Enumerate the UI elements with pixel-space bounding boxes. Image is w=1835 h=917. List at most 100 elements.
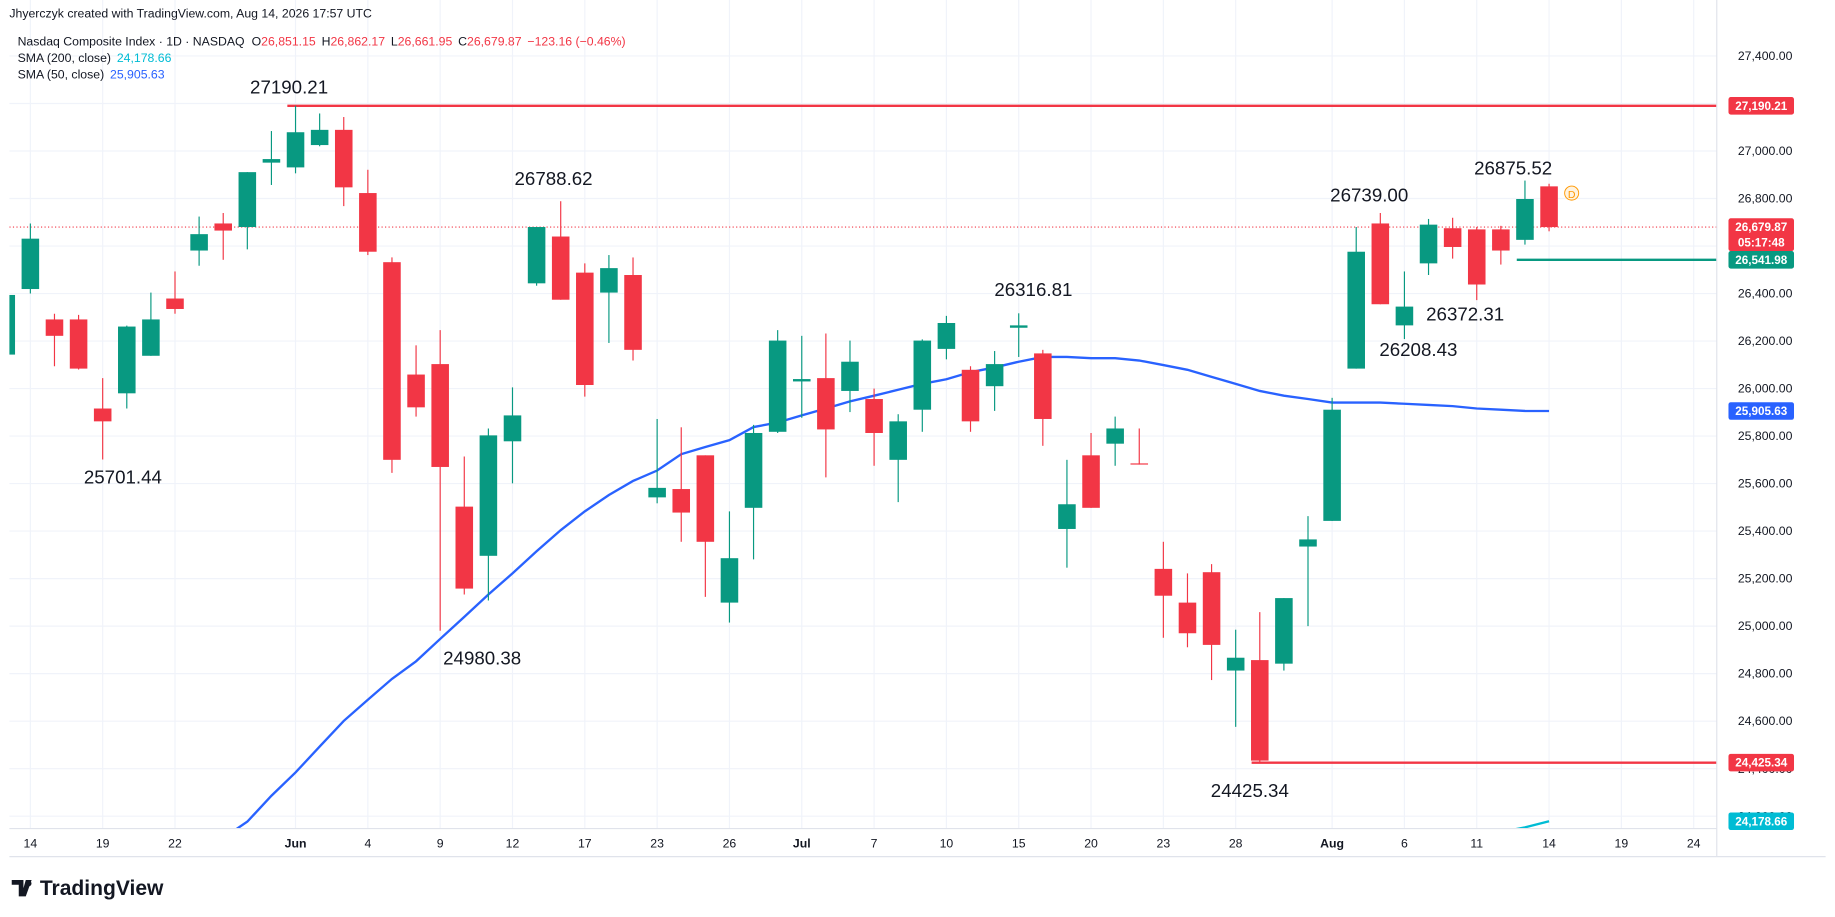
price-label: 27,190.21 — [1735, 100, 1787, 113]
candle-body — [1419, 224, 1438, 264]
candle-body — [1275, 598, 1293, 664]
x-tick-label: 10 — [940, 836, 954, 850]
price-label-bg — [1728, 97, 1795, 115]
ohlc-value: 26,679.87 — [467, 35, 522, 49]
candle-body — [262, 159, 281, 163]
candle-body — [817, 378, 835, 430]
price-label: 25,905.63 — [1735, 405, 1787, 418]
y-tick-label: 26,400.00 — [1738, 287, 1793, 301]
candle-body — [1516, 198, 1534, 240]
candle-body — [1323, 409, 1341, 521]
price-label-bg — [1728, 402, 1795, 420]
candle-body — [503, 415, 522, 442]
candle-body — [1009, 325, 1028, 328]
y-tick-label: 25,200.00 — [1738, 572, 1793, 586]
candle-body — [286, 132, 305, 168]
price-annotation: 26316.81 — [994, 279, 1072, 300]
series-value: 24,178.66 — [117, 51, 172, 65]
y-tick-label: 25,600.00 — [1738, 477, 1793, 491]
ohlc-key: O — [252, 35, 262, 49]
x-tick-label: 14 — [24, 836, 38, 850]
candle-body — [768, 340, 787, 432]
candle-body — [1154, 568, 1173, 596]
candle-body — [744, 432, 763, 508]
x-tick-label: 12 — [506, 836, 520, 850]
x-tick-label: 24 — [1687, 836, 1701, 850]
y-tick-label: 27,400.00 — [1738, 49, 1793, 63]
ohlc-value: 26,862.17 — [330, 35, 385, 49]
x-tick-label: Jun — [285, 836, 307, 850]
x-tick-label: 6 — [1401, 836, 1408, 850]
candle-body — [937, 322, 956, 349]
marker-circle — [1564, 185, 1580, 201]
candle-body — [600, 268, 618, 293]
candle-body — [166, 298, 184, 309]
candle-body — [359, 193, 377, 252]
candle-body — [479, 435, 498, 556]
price-label: 24,178.66 — [1735, 815, 1787, 828]
price-annotation: 25701.44 — [84, 466, 162, 487]
candle-body — [142, 319, 160, 356]
candle-body — [214, 223, 232, 231]
ohlc-legend: Nasdaq Composite Index · 1D · NASDAQ O26,… — [18, 35, 626, 49]
marker: D — [1568, 189, 1576, 201]
candle-body — [238, 172, 257, 228]
series-legend: SMA (200, close) 24,178.66 — [18, 51, 172, 65]
price-annotation: 24425.34 — [1211, 780, 1289, 801]
ohlc-value: 26,661.95 — [398, 35, 453, 49]
candle-body — [672, 489, 691, 513]
sma-line — [235, 355, 1550, 829]
series-name: SMA (50, close) — [18, 67, 105, 81]
price-label: 26,541.98 — [1735, 254, 1787, 267]
x-tick-label: 9 — [437, 836, 444, 850]
x-tick-label: 20 — [1084, 836, 1098, 850]
y-tick-label: 25,400.00 — [1738, 524, 1793, 538]
candle-body — [527, 227, 546, 284]
candle-body — [93, 408, 112, 422]
candle-body — [696, 455, 715, 542]
candle-body — [1202, 572, 1221, 645]
y-tick-label: 24,800.00 — [1738, 667, 1793, 681]
candle-body — [9, 294, 16, 355]
price-label-bg — [1728, 218, 1795, 252]
candle-body — [45, 319, 64, 336]
price-annotation: 27190.21 — [250, 77, 328, 98]
price-annotation: 26875.52 — [1474, 157, 1552, 178]
x-tick-label: 26 — [723, 836, 737, 850]
candle-body — [985, 364, 1004, 387]
x-tick-label: 11 — [1470, 836, 1483, 850]
ohlc-key: C — [458, 35, 467, 49]
candle-body — [720, 558, 739, 603]
candle-body — [889, 421, 907, 460]
y-tick-label: 27,000.00 — [1738, 144, 1793, 158]
x-tick-label: 28 — [1229, 836, 1243, 850]
x-tick-label: 7 — [871, 836, 878, 850]
overlay: 27190.21 25701.44 26788.62 24980.38 26316.81… — [84, 77, 1580, 801]
candle-body — [1106, 428, 1124, 444]
candle-body — [1467, 229, 1486, 285]
candle-body — [648, 487, 666, 498]
candle-body — [865, 399, 883, 433]
change: −123.16 (−0.46%) — [527, 35, 625, 49]
axes: 24,200.0024,400.0024,600.0024,800.0025,0… — [24, 49, 1795, 850]
candle-body — [310, 129, 329, 146]
price-label: 26,679.87 — [1735, 221, 1787, 234]
x-tick-label: 14 — [1542, 836, 1556, 850]
candle-body — [1178, 602, 1197, 634]
price-label: 24,425.34 — [1735, 757, 1787, 770]
ohlc-key: H — [322, 35, 331, 49]
grid — [9, 0, 1717, 829]
brand: TradingView — [40, 877, 164, 900]
plot-area — [9, 104, 1717, 829]
series-value: 25,905.63 — [110, 67, 165, 81]
candle-body — [1082, 455, 1100, 508]
candle-body — [913, 340, 932, 410]
candle-body — [1130, 463, 1149, 465]
x-tick-label: 4 — [364, 836, 371, 850]
x-tick-label: 19 — [1615, 836, 1629, 850]
candle-body — [407, 374, 425, 408]
candle-body — [431, 364, 449, 467]
y-tick-label: 25,800.00 — [1738, 429, 1793, 443]
